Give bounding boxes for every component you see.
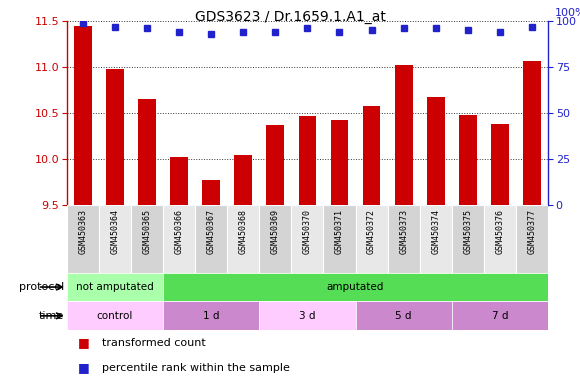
Bar [106,69,124,205]
Bar [259,205,291,273]
Bar [395,65,412,205]
Bar [420,205,452,273]
Text: percentile rank within the sample: percentile rank within the sample [102,362,289,373]
Bar [163,205,195,273]
Bar [163,301,259,330]
Bar [259,301,356,330]
Text: GSM450366: GSM450366 [175,209,183,254]
Bar [459,115,477,205]
Bar [324,205,356,273]
Bar [491,124,509,205]
Text: GSM450364: GSM450364 [110,209,119,254]
Text: 100%: 100% [555,8,580,18]
Text: 3 d: 3 d [299,311,316,321]
Text: amputated: amputated [327,282,384,292]
Text: GSM450373: GSM450373 [399,209,408,254]
Bar [484,205,516,273]
Text: not amputated: not amputated [76,282,154,292]
Bar [291,205,324,273]
Text: ■: ■ [78,336,94,349]
Bar [138,99,156,205]
Bar [163,273,548,301]
Bar [170,157,188,205]
Text: GSM450365: GSM450365 [143,209,151,254]
Text: GSM450370: GSM450370 [303,209,312,254]
Bar [362,106,380,205]
Text: GSM450375: GSM450375 [463,209,472,254]
Bar [452,301,548,330]
Bar [356,301,452,330]
Bar [387,205,420,273]
Bar [452,205,484,273]
Bar [131,205,163,273]
Text: GSM450363: GSM450363 [78,209,87,254]
Bar [74,26,92,205]
Text: GDS3623 / Dr.1659.1.A1_at: GDS3623 / Dr.1659.1.A1_at [194,10,386,23]
Text: GSM450374: GSM450374 [432,209,440,254]
Text: time: time [38,311,64,321]
Bar [99,205,131,273]
Text: 5 d: 5 d [396,311,412,321]
Bar [266,125,284,205]
Text: 1 d: 1 d [203,311,219,321]
Bar [67,273,163,301]
Text: 7 d: 7 d [492,311,508,321]
Bar [427,97,445,205]
Text: GSM450367: GSM450367 [206,209,216,254]
Text: GSM450371: GSM450371 [335,209,344,254]
Text: GSM450368: GSM450368 [239,209,248,254]
Bar [234,155,252,205]
Text: protocol: protocol [19,282,64,292]
Bar [299,116,316,205]
Bar [195,205,227,273]
Bar [67,205,99,273]
Bar [356,205,387,273]
Text: ■: ■ [78,361,94,374]
Bar [67,301,163,330]
Text: control: control [97,311,133,321]
Text: GSM450376: GSM450376 [495,209,505,254]
Bar [516,205,548,273]
Text: transformed count: transformed count [102,338,205,348]
Text: GSM450377: GSM450377 [528,209,537,254]
Bar [227,205,259,273]
Bar [523,61,541,205]
Bar [202,180,220,205]
Text: GSM450372: GSM450372 [367,209,376,254]
Bar [331,120,349,205]
Text: GSM450369: GSM450369 [271,209,280,254]
